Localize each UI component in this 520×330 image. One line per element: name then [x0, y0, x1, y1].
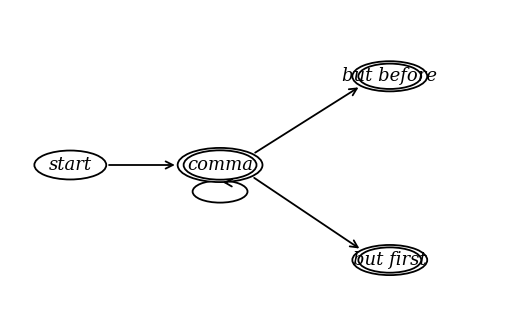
Ellipse shape — [178, 148, 263, 182]
Ellipse shape — [353, 61, 427, 91]
Ellipse shape — [353, 245, 427, 275]
Ellipse shape — [34, 150, 106, 180]
Text: but first: but first — [353, 251, 426, 269]
Text: but before: but before — [342, 67, 437, 85]
Text: comma: comma — [187, 156, 253, 174]
Text: start: start — [49, 156, 92, 174]
